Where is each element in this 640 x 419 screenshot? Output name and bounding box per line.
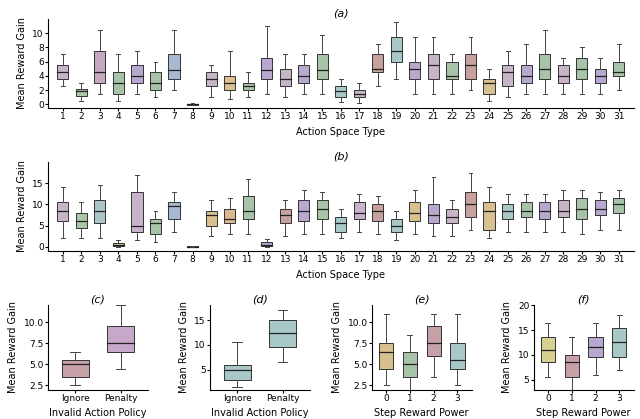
Bar: [243, 83, 253, 90]
Bar: [520, 202, 532, 217]
Bar: [150, 72, 161, 90]
Bar: [261, 58, 272, 79]
Bar: [354, 90, 365, 97]
Bar: [76, 213, 87, 228]
Bar: [223, 365, 251, 380]
Bar: [205, 211, 216, 225]
Bar: [391, 219, 402, 232]
Bar: [298, 65, 309, 83]
Bar: [131, 191, 143, 232]
Bar: [539, 54, 550, 79]
Bar: [205, 72, 216, 86]
Bar: [410, 62, 420, 79]
X-axis label: Action Space Type: Action Space Type: [296, 127, 385, 137]
Y-axis label: Mean Reward Gain: Mean Reward Gain: [17, 160, 27, 253]
Bar: [224, 76, 235, 90]
Y-axis label: Mean Reward Gain: Mean Reward Gain: [502, 301, 513, 393]
Bar: [483, 79, 495, 93]
Bar: [168, 202, 180, 219]
Bar: [76, 88, 87, 96]
Y-axis label: Mean Reward Gain: Mean Reward Gain: [8, 301, 18, 393]
Bar: [588, 337, 603, 357]
Bar: [113, 72, 124, 93]
Title: (d): (d): [252, 295, 268, 304]
Bar: [372, 54, 383, 72]
Bar: [61, 360, 89, 377]
X-axis label: Step Reward Power: Step Reward Power: [374, 409, 469, 419]
Bar: [379, 343, 393, 369]
Bar: [317, 200, 328, 219]
Bar: [613, 62, 625, 76]
X-axis label: Invalid Action Policy: Invalid Action Policy: [211, 409, 308, 419]
Bar: [298, 200, 309, 221]
Bar: [557, 65, 569, 83]
Bar: [150, 219, 161, 234]
Bar: [224, 209, 235, 223]
Bar: [391, 36, 402, 62]
Bar: [107, 326, 134, 352]
Y-axis label: Mean Reward Gain: Mean Reward Gain: [17, 17, 27, 109]
Bar: [595, 69, 606, 83]
Bar: [613, 198, 625, 213]
Bar: [564, 355, 579, 377]
Bar: [451, 343, 465, 369]
Bar: [465, 191, 476, 217]
Y-axis label: Mean Reward Gain: Mean Reward Gain: [179, 301, 189, 393]
Bar: [447, 62, 458, 79]
Bar: [595, 200, 606, 215]
Bar: [131, 65, 143, 83]
Bar: [280, 69, 291, 86]
Bar: [187, 103, 198, 105]
Bar: [57, 202, 68, 221]
Title: (c): (c): [90, 295, 106, 304]
Bar: [502, 204, 513, 219]
Bar: [483, 202, 495, 230]
Bar: [428, 54, 439, 79]
Bar: [335, 86, 346, 97]
Bar: [94, 51, 106, 83]
Bar: [576, 58, 588, 79]
Title: (b): (b): [333, 151, 349, 161]
Bar: [261, 243, 272, 246]
Bar: [269, 320, 296, 347]
Bar: [113, 243, 124, 246]
Bar: [243, 196, 253, 219]
Bar: [520, 65, 532, 83]
Bar: [168, 54, 180, 79]
X-axis label: Action Space Type: Action Space Type: [296, 270, 385, 279]
Bar: [403, 352, 417, 377]
Bar: [426, 326, 441, 356]
Bar: [557, 200, 569, 217]
X-axis label: Step Reward Power: Step Reward Power: [536, 409, 631, 419]
Title: (e): (e): [414, 295, 429, 304]
Bar: [428, 204, 439, 223]
Bar: [539, 202, 550, 219]
Bar: [94, 200, 106, 223]
Bar: [317, 54, 328, 79]
X-axis label: Invalid Action Policy: Invalid Action Policy: [49, 409, 147, 419]
Bar: [541, 337, 555, 362]
Bar: [502, 65, 513, 86]
Bar: [187, 246, 198, 247]
Bar: [372, 204, 383, 221]
Title: (f): (f): [577, 295, 590, 304]
Bar: [612, 328, 627, 357]
Bar: [465, 54, 476, 79]
Y-axis label: Mean Reward Gain: Mean Reward Gain: [332, 301, 342, 393]
Title: (a): (a): [333, 8, 349, 18]
Bar: [57, 65, 68, 79]
Bar: [410, 202, 420, 221]
Bar: [335, 217, 346, 232]
Bar: [447, 209, 458, 223]
Bar: [576, 198, 588, 219]
Bar: [354, 202, 365, 219]
Bar: [280, 209, 291, 223]
